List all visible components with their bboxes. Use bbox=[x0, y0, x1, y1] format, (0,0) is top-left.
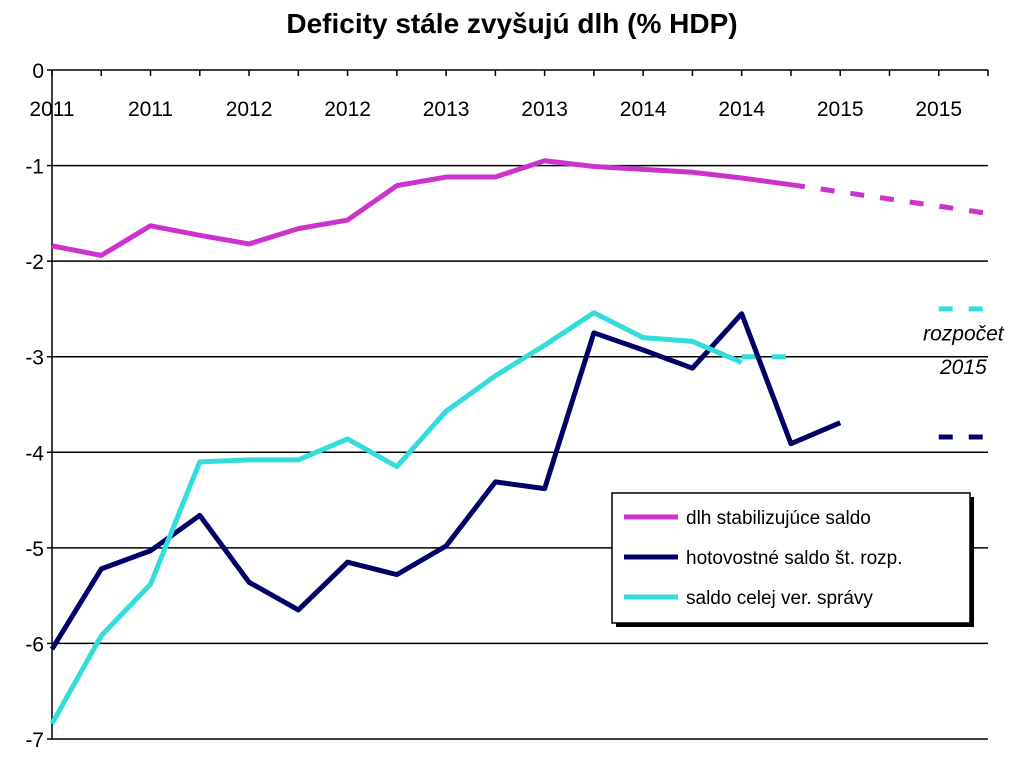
x-tick-label: 2014 bbox=[718, 98, 765, 121]
legend-label: saldo celej ver. správy bbox=[686, 588, 873, 609]
annotation-layer: rozpočet 2015 bbox=[923, 322, 1005, 378]
chart-title: Deficity stále zvyšujú dlh (% HDP) bbox=[286, 8, 738, 39]
y-tick-label: 0 bbox=[32, 60, 44, 83]
x-tick-label: 2014 bbox=[620, 98, 667, 121]
series-line bbox=[51, 158, 792, 258]
y-tick-label: -6 bbox=[25, 633, 44, 656]
legend: dlh stabilizujúce saldo hotovostné saldo … bbox=[611, 492, 974, 627]
x-tick-label: 2012 bbox=[324, 98, 371, 121]
y-tick-label: -4 bbox=[25, 442, 44, 465]
x-tick-label: 2013 bbox=[423, 98, 470, 121]
y-tick-label: -3 bbox=[25, 347, 44, 370]
x-tick-label: 2015 bbox=[817, 98, 864, 121]
series-line bbox=[49, 310, 743, 725]
y-tick-label: -2 bbox=[25, 251, 44, 274]
projection-line bbox=[790, 182, 989, 216]
legend-label: dlh stabilizujúce saldo bbox=[686, 508, 871, 529]
y-tick-label: -7 bbox=[25, 729, 44, 752]
annotation-text: rozpočet bbox=[923, 322, 1005, 345]
x-tick-label: 2013 bbox=[521, 98, 568, 121]
x-tick-label: 2011 bbox=[29, 98, 74, 121]
annotation-text: 2015 bbox=[939, 356, 987, 379]
x-tick-label: 2012 bbox=[226, 98, 273, 121]
x-tick-label: 2015 bbox=[915, 98, 962, 121]
series-layer bbox=[49, 158, 989, 725]
grid-layer bbox=[52, 69, 988, 740]
y-tick-label: -1 bbox=[25, 156, 44, 179]
axis-layer: 0 -1 -2 -3 -4 -5 -6 -7 2011 2011 2012 2012 2013 2013 2… bbox=[25, 60, 989, 752]
x-tick-label: 2011 bbox=[128, 98, 173, 121]
legend-label: hotovostné saldo št. rozp. bbox=[686, 548, 903, 569]
y-tick-label: -5 bbox=[25, 538, 44, 561]
